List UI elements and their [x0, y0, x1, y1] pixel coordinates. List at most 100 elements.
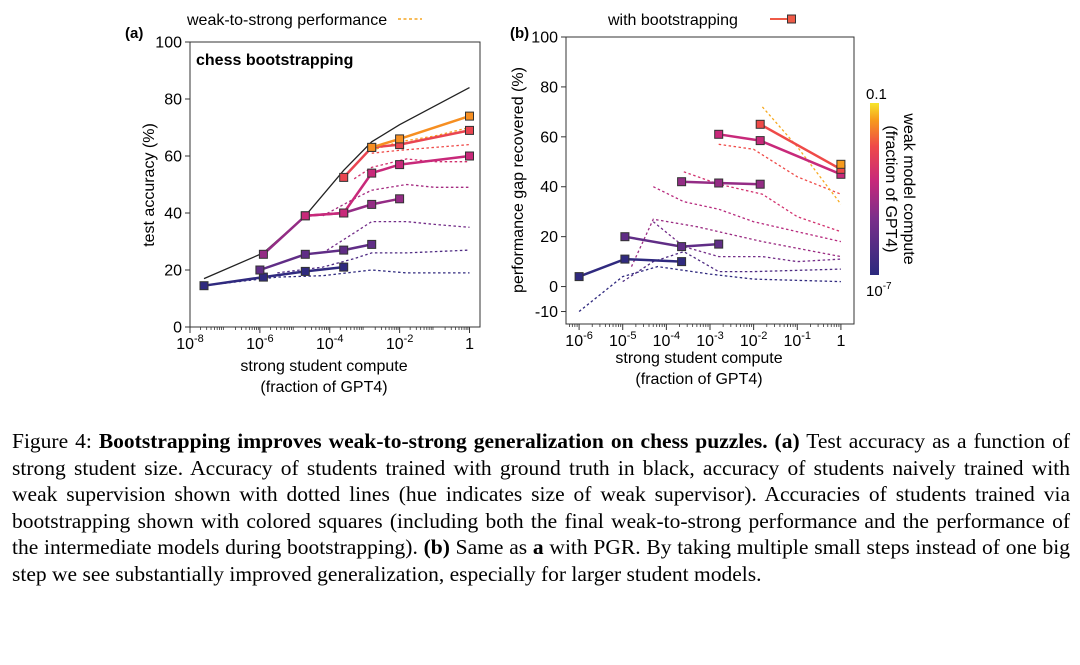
y-tick-label-5: 100	[155, 35, 182, 52]
caption-lead: Figure 4:	[12, 429, 99, 453]
x-tick-label-0: 10-8	[176, 333, 204, 353]
panel-a-ylabel: test accuracy (%)	[141, 123, 158, 247]
panel-a: (a) weak-to-strong performance chess boo…	[125, 12, 481, 396]
y-tick-label-0: 0	[173, 320, 182, 337]
bootstrap-point-5-0	[367, 142, 377, 152]
weak-supervision-line-3	[630, 218, 842, 267]
bootstrap-point-0-2	[677, 257, 687, 267]
figure: (a) weak-to-strong performance chess boo…	[125, 12, 917, 396]
weak-supervision-line-7	[761, 106, 842, 205]
bootstrap-point-5-2	[465, 111, 474, 121]
colorbar-top-label: 0.1	[866, 86, 887, 103]
x-tick-label-5: 10-1	[783, 330, 811, 350]
y-tick-label-1: 0	[549, 279, 558, 296]
figure-caption: Figure 4: Bootstrapping improves weak-to…	[12, 428, 1070, 587]
y-tick-label-4: 60	[540, 129, 558, 146]
y-tick-label-2: 40	[164, 206, 182, 223]
weak-supervision-line-0	[203, 269, 470, 287]
panel-a-legend-label: weak-to-strong performance	[186, 12, 387, 29]
bootstrap-point-0-3	[339, 262, 349, 272]
bootstrap-point-2-0	[677, 177, 687, 187]
bootstrap-point-3-1	[755, 136, 765, 146]
x-tick-label-3: 10-2	[386, 333, 414, 353]
panel-a-xlabel-2: (fraction of GPT4)	[260, 379, 387, 396]
panel-b-xlabel-2: (fraction of GPT4)	[635, 371, 762, 388]
bootstrap-point-0-0	[199, 281, 209, 291]
bootstrap-point-3-0	[714, 129, 724, 139]
x-tick-label-1: 10-5	[609, 330, 637, 350]
weak-supervision-line-4	[653, 186, 842, 243]
y-tick-label-2: 20	[540, 229, 558, 246]
caption-bold: Bootstrapping improves weak-to-strong ge…	[98, 429, 768, 453]
y-tick-label-3: 40	[540, 179, 558, 196]
weak-supervision-line-5	[371, 143, 470, 154]
caption-b-label: (b)	[423, 535, 450, 559]
bootstrap-point-1-0	[255, 265, 265, 275]
panel-b-x-axis: 10-6 10-5 10-4 10-3 10-2 10-1 1	[565, 324, 845, 350]
panel-a-label: (a)	[125, 25, 143, 42]
weak-supervision-line-6	[371, 126, 470, 151]
y-tick-label-6: 100	[531, 30, 558, 47]
bootstrap-point-1-1	[300, 249, 310, 259]
panel-b-weak-lines	[578, 106, 842, 313]
bootstrap-point-3-4	[465, 151, 474, 161]
bootstrap-line-4	[342, 129, 470, 179]
bootstrap-point-2-3	[367, 199, 377, 209]
panel-b-legend-marker	[787, 14, 796, 24]
bootstrap-point-0-1	[620, 254, 630, 264]
bootstrap-point-1-2	[714, 239, 724, 249]
x-tick-label-4: 1	[465, 336, 474, 353]
y-tick-label-5: 80	[540, 79, 558, 96]
bootstrap-point-3-3	[395, 160, 405, 170]
bootstrap-point-3-0	[300, 211, 310, 221]
weak-supervision-line-6	[718, 143, 842, 195]
panel-a-x-axis: 10-8 10-6 10-4 10-2 1	[176, 327, 474, 353]
bootstrap-line-3	[718, 133, 842, 176]
bootstrap-point-2-2	[755, 179, 765, 189]
bootstrap-point-2-4	[395, 194, 405, 204]
caption-a-text: Test accuracy as a function of strong st…	[12, 429, 1071, 559]
bootstrap-line-1	[624, 235, 719, 248]
colorbar-bottom-label: 10-7	[866, 281, 892, 300]
bootstrap-point-1-0	[620, 232, 630, 242]
panel-b-legend-label: with bootstrapping	[607, 12, 738, 29]
y-tick-label-4: 80	[164, 92, 182, 109]
bootstrap-line-1	[259, 243, 372, 272]
bootstrap-line-5	[371, 114, 470, 149]
x-tick-label-1: 10-6	[246, 333, 274, 353]
colorbar-gradient	[870, 103, 879, 275]
x-tick-label-4: 10-2	[740, 330, 768, 350]
weak-supervision-line-4	[353, 158, 470, 180]
panel-b: (b) with bootstrapping -10 0 20 40 60 80 100 1…	[510, 12, 855, 388]
caption-b-text-2: with PGR. By taking multiple small steps…	[12, 535, 1070, 586]
panel-b-xlabel: strong student compute	[615, 350, 782, 367]
x-tick-label-2: 10-4	[316, 333, 344, 353]
weak-supervision-line-2	[652, 221, 841, 263]
panel-b-ylabel: performance gap recovered (%)	[510, 67, 527, 293]
bootstrap-point-0-2	[300, 266, 310, 276]
panel-b-bootstrapping	[574, 119, 846, 282]
bootstrap-point-4-0	[755, 119, 765, 129]
colorbar-title-2: (fraction of GPT4)	[882, 125, 899, 252]
colorbar-title-1: weak model compute	[900, 112, 917, 264]
bootstrap-point-5-1	[395, 134, 405, 144]
bootstrap-point-3-1	[339, 208, 349, 218]
y-tick-label-0: -10	[535, 304, 558, 321]
bootstrap-point-2-0	[258, 249, 268, 259]
y-tick-label-3: 60	[164, 149, 182, 166]
colorbar: 0.1 10-7 weak model compute (fraction of…	[866, 86, 917, 300]
bootstrap-point-3-2	[367, 168, 377, 178]
bootstrap-line-2	[262, 197, 400, 256]
x-tick-label-6: 1	[836, 333, 845, 350]
bootstrap-line-4	[759, 123, 842, 171]
bootstrap-point-5-0	[836, 159, 846, 169]
x-tick-label-3: 10-3	[696, 330, 724, 350]
caption-b-text-1: Same as	[449, 535, 533, 559]
y-tick-label-1: 20	[164, 263, 182, 280]
panel-a-frame	[189, 41, 481, 328]
weak-supervision-line-2	[322, 220, 470, 254]
panel-a-y-axis: 0 20 40 60 80 100	[155, 35, 190, 337]
panel-b-y-axis: -10 0 20 40 60 80 100	[531, 30, 566, 321]
panel-a-bootstrapping	[199, 111, 474, 291]
caption-b-ref: a	[532, 535, 544, 559]
